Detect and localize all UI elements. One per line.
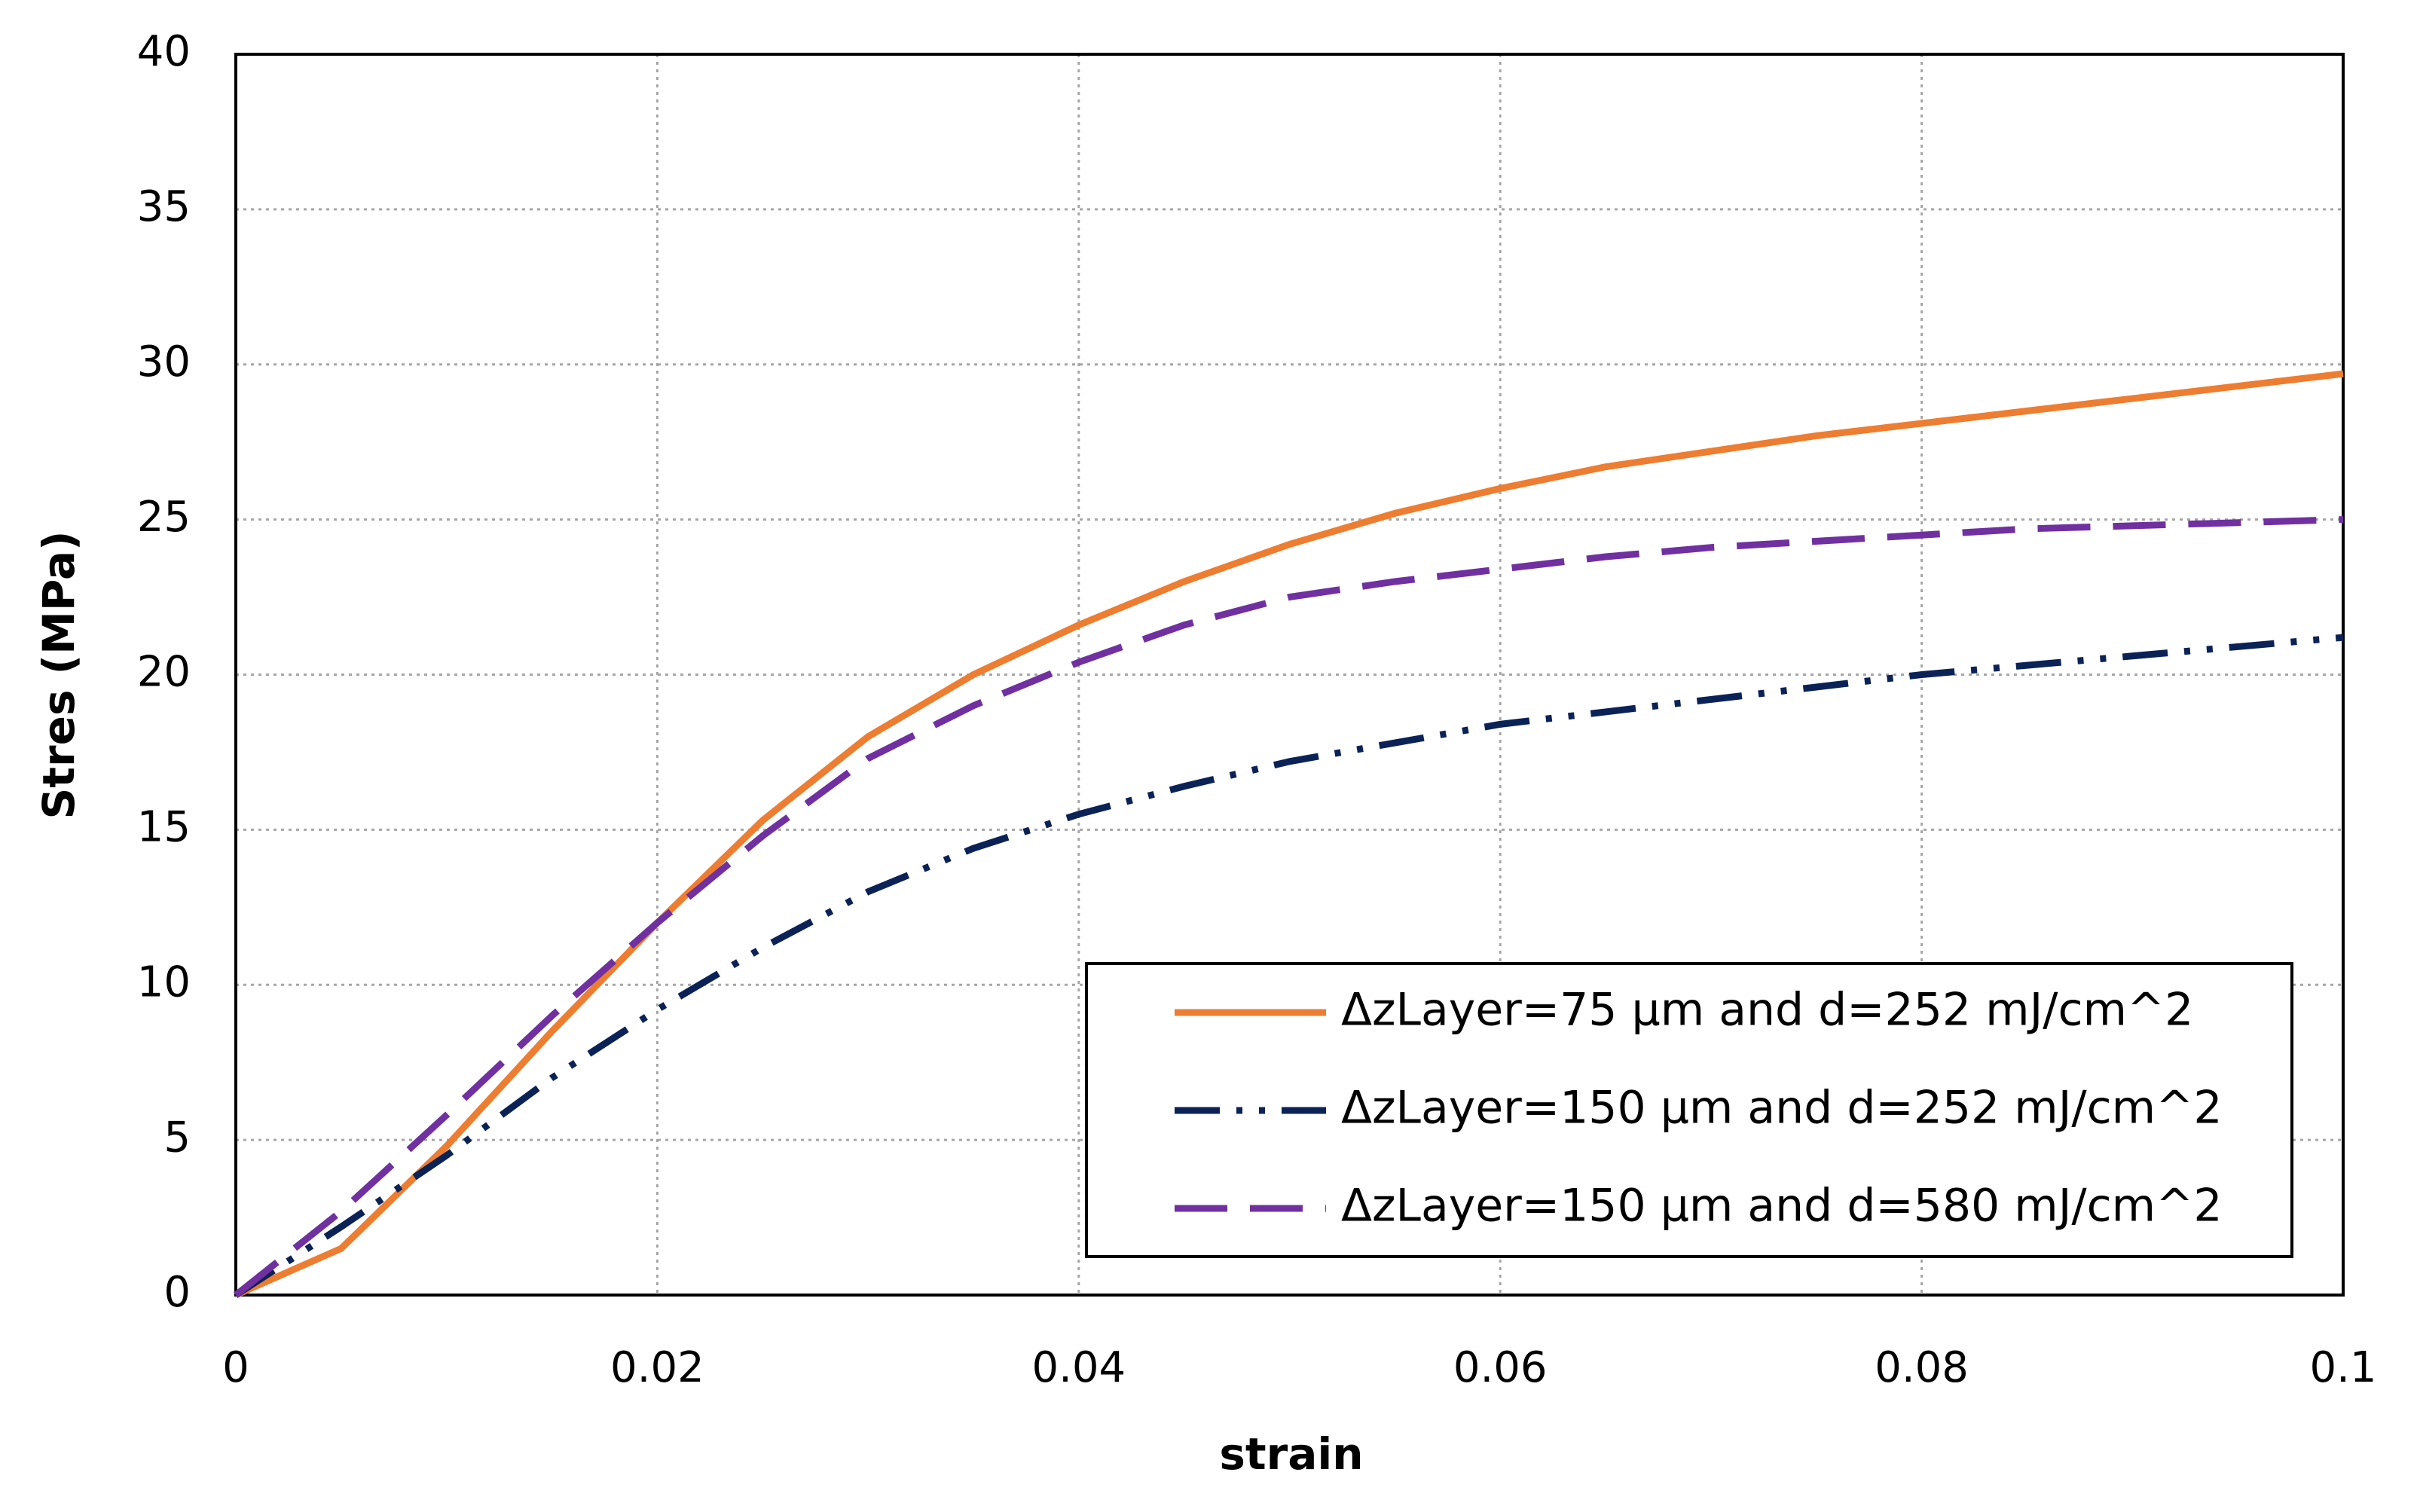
x-axis-title: strain [1219, 1428, 1363, 1480]
series-line [234, 634, 2344, 1298]
x-tick-label: 0.02 [610, 1343, 704, 1392]
y-tick-label: 35 [137, 182, 191, 231]
y-tick-label: 30 [137, 338, 191, 386]
y-tick-label: 15 [137, 803, 191, 852]
y-tick-label: 25 [137, 493, 191, 542]
series-line [234, 370, 2344, 1299]
x-tick-label: 0.1 [2309, 1343, 2376, 1392]
y-tick-label: 10 [137, 958, 191, 1006]
x-tick-label: 0.04 [1031, 1343, 1126, 1392]
legend-label: ΔzLayer=150 µm and d=580 mJ/cm^2 [1341, 1180, 2223, 1233]
x-tick-label: 0 [222, 1343, 249, 1392]
y-axis-title: Stres (MPa) [33, 531, 84, 820]
y-tick-label: 0 [163, 1268, 191, 1317]
legend-label: ΔzLayer=150 µm and d=252 mJ/cm^2 [1341, 1082, 2223, 1135]
y-tick-label: 40 [137, 27, 191, 76]
plot-frame [234, 53, 2345, 1297]
x-tick-label: 0.06 [1453, 1343, 1548, 1392]
legend-label: ΔzLayer=75 µm and d=252 mJ/cm^2 [1341, 984, 2193, 1037]
y-tick-label: 5 [163, 1113, 191, 1162]
series-line [234, 516, 2344, 1298]
y-tick-label: 20 [137, 648, 191, 697]
x-tick-label: 0.08 [1875, 1343, 1969, 1392]
